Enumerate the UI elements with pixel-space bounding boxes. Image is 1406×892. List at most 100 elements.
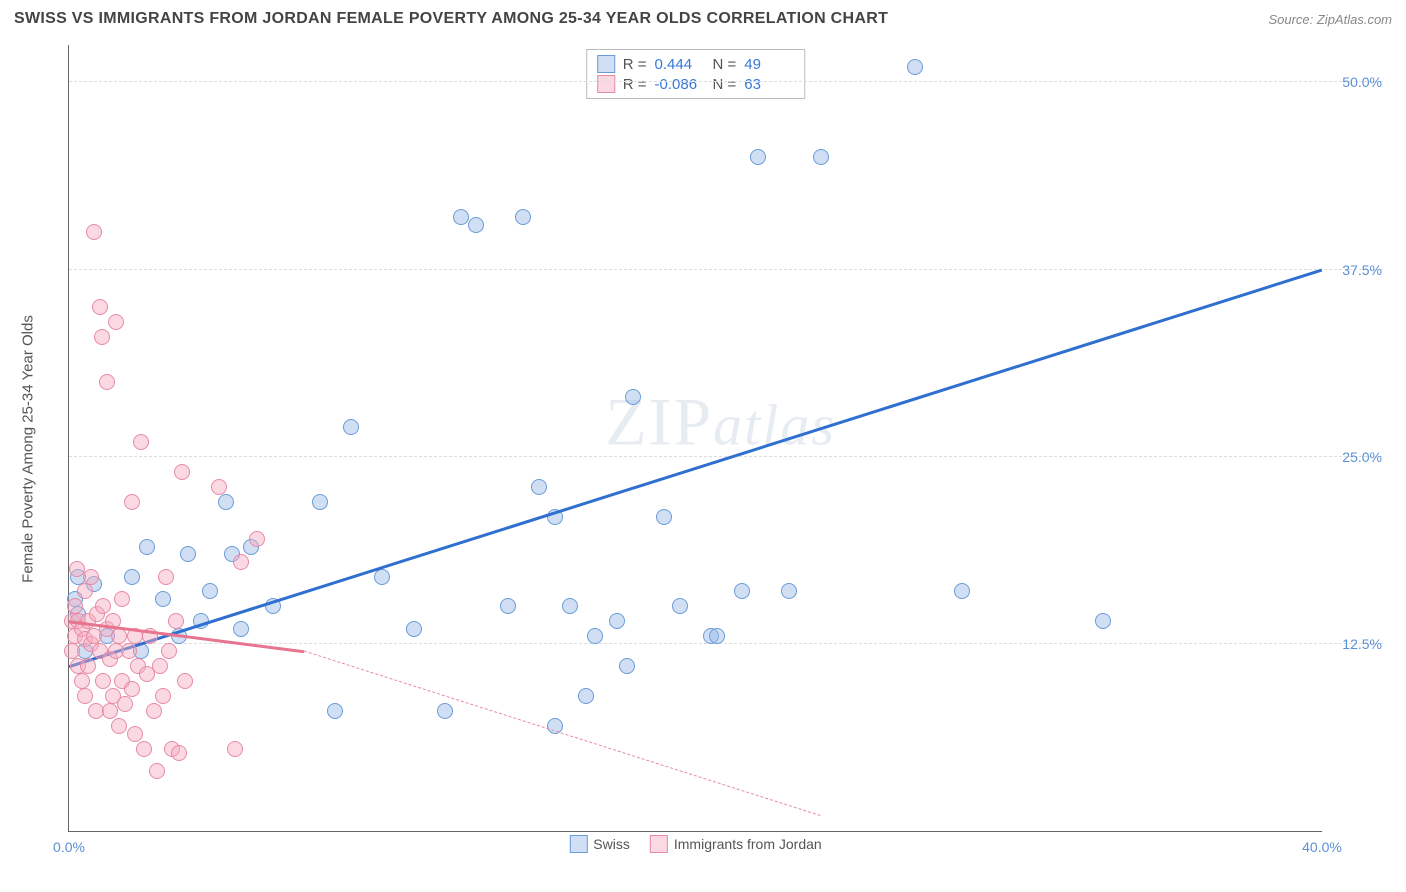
data-point [312, 494, 328, 510]
data-point [168, 613, 184, 629]
stats-legend-box: R = 0.444 N = 49 R = -0.086 N = 63 [586, 49, 806, 99]
data-point [77, 688, 93, 704]
data-point [177, 673, 193, 689]
n-value-jordan: 63 [744, 76, 794, 93]
data-point [152, 658, 168, 674]
stats-row-swiss: R = 0.444 N = 49 [597, 54, 795, 74]
r-value-jordan: -0.086 [655, 76, 705, 93]
data-point [813, 149, 829, 165]
data-point [468, 217, 484, 233]
data-point [374, 569, 390, 585]
data-point [124, 494, 140, 510]
y-tick-label: 12.5% [1327, 636, 1382, 652]
data-point [94, 329, 110, 345]
data-point [437, 703, 453, 719]
y-tick-label: 50.0% [1327, 74, 1382, 90]
data-point [136, 741, 152, 757]
data-point [406, 621, 422, 637]
data-point [327, 703, 343, 719]
data-point [114, 591, 130, 607]
data-point [139, 539, 155, 555]
data-point [515, 209, 531, 225]
data-point [95, 673, 111, 689]
gridline [69, 81, 1382, 82]
data-point [111, 718, 127, 734]
y-tick-label: 37.5% [1327, 262, 1382, 278]
data-point [578, 688, 594, 704]
data-point [343, 419, 359, 435]
n-label: N = [713, 76, 737, 93]
legend-item-swiss: Swiss [569, 835, 630, 853]
data-point [124, 681, 140, 697]
data-point [67, 598, 83, 614]
chart-container: Female Poverty Among 25-34 Year Olds ZIP… [50, 45, 1392, 852]
data-point [531, 479, 547, 495]
data-point [146, 703, 162, 719]
data-point [609, 613, 625, 629]
data-point [121, 643, 137, 659]
data-point [133, 434, 149, 450]
x-tick-label: 0.0% [53, 839, 85, 855]
data-point [233, 554, 249, 570]
data-point [99, 374, 115, 390]
trend-line [69, 268, 1323, 667]
data-point [83, 569, 99, 585]
r-label: R = [623, 76, 647, 93]
legend-item-jordan: Immigrants from Jordan [650, 835, 822, 853]
plot-area: ZIPatlas R = 0.444 N = 49 R = -0.086 N =… [68, 45, 1322, 832]
data-point [750, 149, 766, 165]
data-point [171, 745, 187, 761]
data-point [619, 658, 635, 674]
chart-title: SWISS VS IMMIGRANTS FROM JORDAN FEMALE P… [14, 10, 888, 28]
data-point [249, 531, 265, 547]
data-point [672, 598, 688, 614]
data-point [907, 59, 923, 75]
data-point [954, 583, 970, 599]
data-point [180, 546, 196, 562]
data-point [77, 583, 93, 599]
r-value-swiss: 0.444 [655, 56, 705, 73]
data-point [117, 696, 133, 712]
gridline [69, 643, 1382, 644]
data-point [1095, 613, 1111, 629]
data-point [202, 583, 218, 599]
data-point [108, 314, 124, 330]
data-point [161, 643, 177, 659]
data-point [656, 509, 672, 525]
data-point [625, 389, 641, 405]
data-point [80, 658, 96, 674]
data-point [562, 598, 578, 614]
n-value-swiss: 49 [744, 56, 794, 73]
data-point [734, 583, 750, 599]
data-point [587, 628, 603, 644]
data-point [500, 598, 516, 614]
y-tick-label: 25.0% [1327, 449, 1382, 465]
data-point [92, 299, 108, 315]
data-point [453, 209, 469, 225]
r-label: R = [623, 56, 647, 73]
watermark-zip: ZIP [605, 384, 713, 460]
data-point [74, 673, 90, 689]
data-point [233, 621, 249, 637]
data-point [95, 598, 111, 614]
n-label: N = [713, 56, 737, 73]
data-point [111, 628, 127, 644]
data-point [86, 224, 102, 240]
data-point [64, 643, 80, 659]
data-point [174, 464, 190, 480]
data-point [158, 569, 174, 585]
swatch-swiss [597, 55, 615, 73]
data-point [102, 703, 118, 719]
data-point [227, 741, 243, 757]
x-tick-label: 40.0% [1302, 839, 1342, 855]
y-axis-label: Female Poverty Among 25-34 Year Olds [20, 315, 37, 583]
stats-row-jordan: R = -0.086 N = 63 [597, 74, 795, 94]
legend-label-swiss: Swiss [593, 836, 630, 852]
source-attribution: Source: ZipAtlas.com [1268, 12, 1392, 27]
trend-line-dashed [304, 651, 821, 817]
watermark-atlas: atlas [713, 393, 836, 458]
data-point [155, 591, 171, 607]
data-point [124, 569, 140, 585]
legend-label-jordan: Immigrants from Jordan [674, 836, 822, 852]
gridline [69, 269, 1382, 270]
